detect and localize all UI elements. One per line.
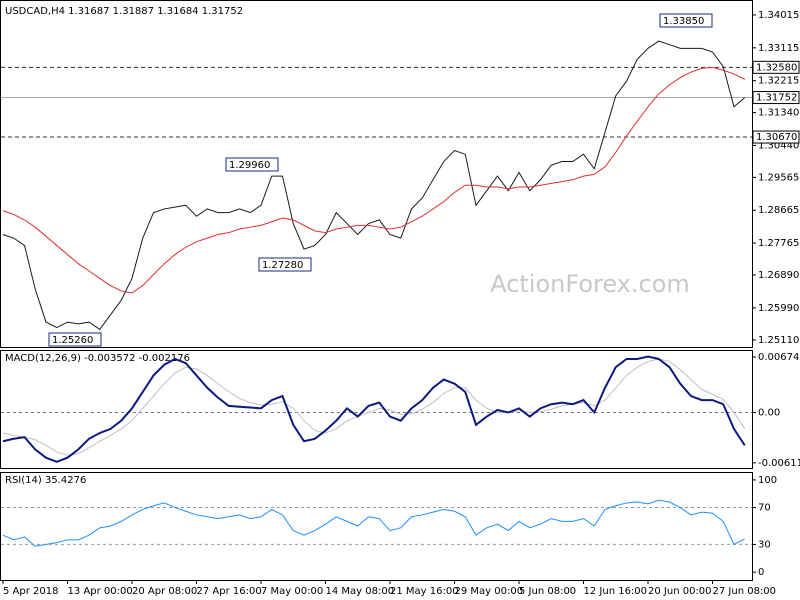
y-tick-label: 1.26890 bbox=[758, 270, 799, 281]
annotation-box bbox=[225, 157, 279, 172]
annotation-box bbox=[258, 257, 312, 272]
series-line bbox=[2, 499, 745, 547]
y-tick-label: 1.30440 bbox=[758, 140, 799, 151]
annotation-label: 1.25260 bbox=[52, 335, 93, 346]
annotation-box bbox=[48, 332, 102, 347]
x-tick-label: 5 Jun 08:00 bbox=[519, 586, 576, 597]
rsi-panel bbox=[0, 472, 753, 581]
y-tick-label: 1.27765 bbox=[758, 238, 799, 249]
level-label: 1.32580 bbox=[756, 62, 797, 73]
x-tick-label: 27 Apr 16:00 bbox=[197, 586, 262, 597]
annotation-box bbox=[659, 13, 713, 28]
level-box bbox=[752, 91, 800, 105]
y-tick-label: 1.33115 bbox=[758, 43, 799, 54]
y-tick-label: 1.25990 bbox=[758, 303, 799, 314]
x-tick-label: 20 Jun 00:00 bbox=[648, 586, 712, 597]
macd-panel bbox=[0, 350, 753, 469]
x-tick-label: 27 Jun 08:00 bbox=[713, 586, 777, 597]
annotation-label: 1.33850 bbox=[663, 16, 704, 27]
series-line bbox=[2, 355, 746, 463]
x-tick-label: 14 May 08:00 bbox=[326, 586, 395, 597]
series-line bbox=[2, 358, 746, 456]
series-line bbox=[2, 66, 745, 294]
macd-title: MACD(12,26,9) -0.003572 -0.002176 bbox=[5, 353, 190, 364]
level-box bbox=[752, 130, 800, 144]
x-tick-label: 20 Apr 08:00 bbox=[132, 586, 197, 597]
y-tick-label: 1.28665 bbox=[758, 205, 799, 216]
y-tick-label: 1.32215 bbox=[758, 76, 799, 87]
y-tick-label: 1.29565 bbox=[758, 172, 799, 183]
y-tick-label: 1.31340 bbox=[758, 108, 799, 119]
y-tick-label: 0.006745 bbox=[758, 352, 800, 363]
y-tick-label: 100 bbox=[758, 475, 777, 486]
level-box bbox=[752, 60, 800, 74]
y-tick-label: 0.00 bbox=[758, 407, 780, 418]
y-tick-label: 70 bbox=[758, 503, 771, 514]
annotation-label: 1.27280 bbox=[262, 260, 303, 271]
y-tick-label: 0 bbox=[758, 567, 764, 578]
y-tick-label: 1.34015 bbox=[758, 10, 799, 21]
x-tick-label: 5 Apr 2018 bbox=[3, 586, 58, 597]
x-tick-label: 21 May 16:00 bbox=[390, 586, 459, 597]
x-tick-label: 12 Jun 16:00 bbox=[584, 586, 648, 597]
rsi-title: RSI(14) 35.4276 bbox=[5, 475, 86, 486]
series-line bbox=[2, 40, 746, 331]
y-tick-label: -0.006119 bbox=[758, 458, 800, 469]
annotation-label: 1.29960 bbox=[229, 160, 270, 171]
y-tick-label: 30 bbox=[758, 539, 771, 550]
level-label: 1.30670 bbox=[756, 132, 797, 143]
price-panel bbox=[0, 0, 753, 348]
x-tick-label: 13 Apr 00:00 bbox=[68, 586, 133, 597]
y-tick-label: 1.25110 bbox=[758, 335, 799, 346]
x-tick-label: 7 May 00:00 bbox=[261, 586, 323, 597]
x-tick-label: 29 May 00:00 bbox=[455, 586, 524, 597]
price-title: USDCAD,H4 1.31687 1.31887 1.31684 1.3175… bbox=[5, 6, 243, 17]
level-label: 1.31752 bbox=[756, 93, 797, 104]
watermark: ActionForex.com bbox=[490, 270, 690, 298]
